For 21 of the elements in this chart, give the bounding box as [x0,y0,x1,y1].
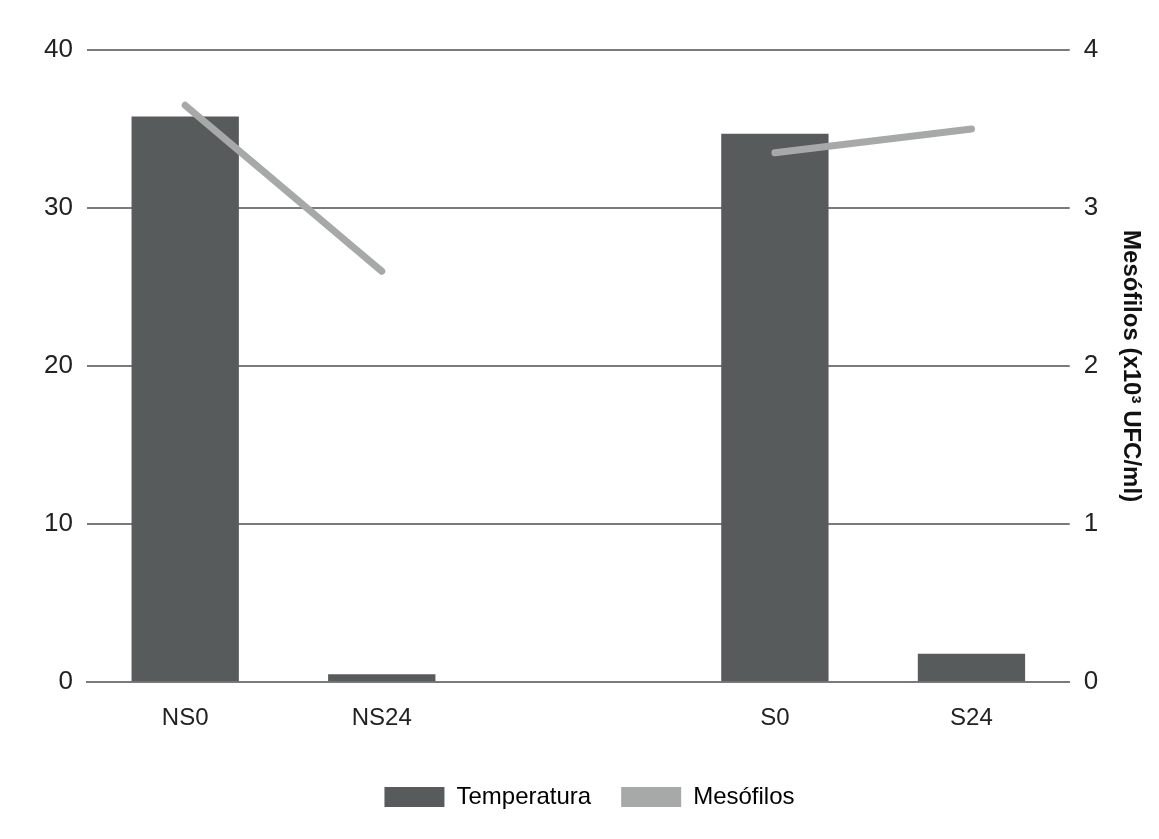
bar [721,133,829,682]
y-tick-label: 0 [58,665,73,696]
bar [328,674,436,682]
y2-tick-label: 4 [1083,33,1099,64]
x-tick-label: S0 [760,703,790,731]
y-tick-label: 30 [44,191,73,222]
legend-label: Temperatura [456,781,592,809]
y2-axis-title: Mesófilos (x10³ UFC/ml) [1118,230,1146,503]
x-tick-label: S24 [950,703,993,731]
y2-tick-label: 3 [1083,191,1099,222]
y-tick-label: 10 [44,507,73,538]
y2-tick-label: 0 [1083,665,1099,696]
bar [917,653,1026,682]
legend-label: Mesófilos [693,781,795,809]
bar [131,116,239,682]
x-tick-label: NS0 [161,703,209,731]
y2-tick-label: 2 [1083,349,1099,380]
x-tick-label: NS24 [351,703,412,731]
y-tick-label: 20 [44,349,73,380]
y2-tick-label: 1 [1083,507,1099,538]
y-tick-label: 40 [44,33,73,64]
